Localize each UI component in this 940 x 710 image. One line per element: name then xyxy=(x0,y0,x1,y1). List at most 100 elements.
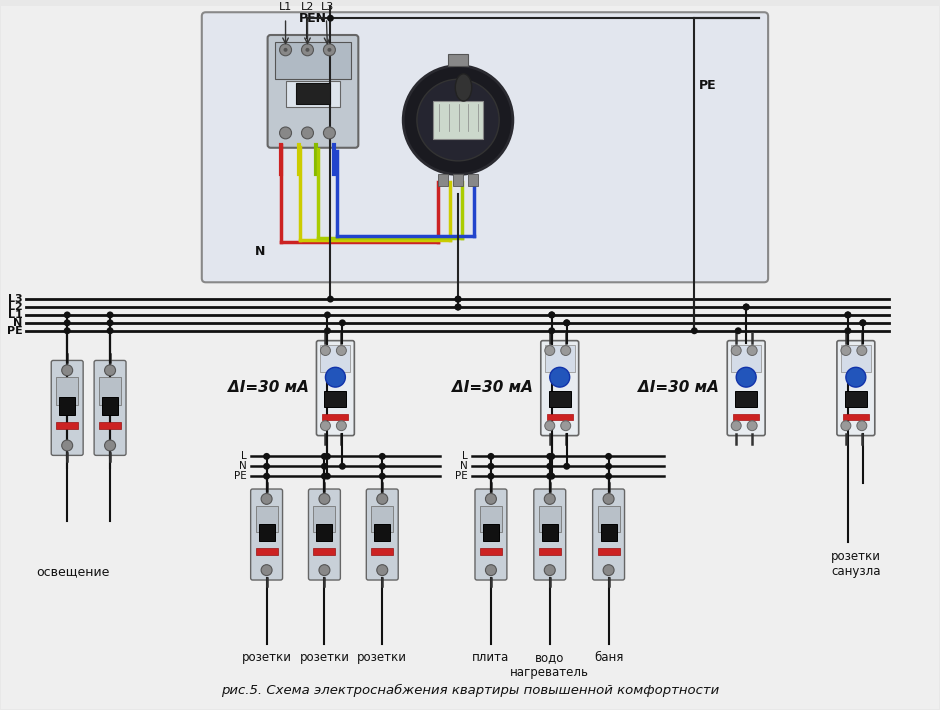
Circle shape xyxy=(64,312,70,318)
Circle shape xyxy=(325,367,345,387)
Bar xyxy=(845,391,867,408)
Text: PE: PE xyxy=(455,471,468,481)
Circle shape xyxy=(306,48,309,52)
Circle shape xyxy=(327,48,332,52)
Circle shape xyxy=(321,463,328,470)
Circle shape xyxy=(859,320,867,327)
Circle shape xyxy=(302,44,313,56)
FancyBboxPatch shape xyxy=(52,361,83,455)
Circle shape xyxy=(62,440,72,451)
Bar xyxy=(547,414,572,420)
Circle shape xyxy=(284,48,288,52)
Circle shape xyxy=(735,327,742,334)
Circle shape xyxy=(691,327,697,334)
Text: PE: PE xyxy=(234,471,246,481)
Bar xyxy=(731,344,761,372)
Circle shape xyxy=(379,473,385,480)
Bar xyxy=(433,101,483,139)
Circle shape xyxy=(321,453,328,460)
Circle shape xyxy=(455,304,462,310)
Circle shape xyxy=(261,564,272,576)
Bar xyxy=(539,547,561,555)
FancyBboxPatch shape xyxy=(367,489,399,580)
Bar xyxy=(539,506,561,532)
FancyBboxPatch shape xyxy=(592,489,624,580)
Circle shape xyxy=(323,127,336,139)
Circle shape xyxy=(379,463,385,470)
Bar xyxy=(480,547,502,555)
Circle shape xyxy=(563,320,571,327)
Circle shape xyxy=(859,320,867,327)
Circle shape xyxy=(279,127,291,139)
Circle shape xyxy=(106,312,114,318)
Circle shape xyxy=(417,80,499,161)
Circle shape xyxy=(605,463,612,470)
Circle shape xyxy=(319,493,330,504)
Circle shape xyxy=(488,463,494,470)
Text: ΔI=30 мА: ΔI=30 мА xyxy=(227,380,308,395)
Circle shape xyxy=(485,564,496,576)
Text: розетки: розетки xyxy=(300,651,350,665)
Circle shape xyxy=(605,453,612,460)
Circle shape xyxy=(731,421,742,431)
Circle shape xyxy=(548,327,556,334)
Circle shape xyxy=(327,295,334,302)
Circle shape xyxy=(337,421,346,431)
FancyBboxPatch shape xyxy=(728,341,765,436)
Circle shape xyxy=(488,473,494,480)
FancyBboxPatch shape xyxy=(540,341,579,436)
Circle shape xyxy=(104,365,116,376)
Bar xyxy=(598,547,619,555)
FancyBboxPatch shape xyxy=(475,489,507,580)
Bar xyxy=(549,391,571,408)
FancyBboxPatch shape xyxy=(251,489,283,580)
Bar xyxy=(256,506,277,532)
Circle shape xyxy=(561,346,571,356)
Circle shape xyxy=(261,493,272,504)
Circle shape xyxy=(324,312,331,318)
Circle shape xyxy=(605,473,612,480)
Text: N: N xyxy=(461,462,468,471)
Circle shape xyxy=(548,473,556,480)
Bar xyxy=(99,422,121,429)
Circle shape xyxy=(545,346,555,356)
Bar xyxy=(601,524,617,542)
Circle shape xyxy=(455,295,462,302)
Bar xyxy=(324,391,346,408)
Text: освещение: освещение xyxy=(37,565,110,578)
Circle shape xyxy=(743,304,750,310)
Circle shape xyxy=(844,312,852,318)
Circle shape xyxy=(546,463,554,470)
Circle shape xyxy=(302,127,313,139)
Bar xyxy=(371,506,393,532)
Text: L: L xyxy=(462,452,468,462)
Text: PE: PE xyxy=(7,326,23,336)
Circle shape xyxy=(561,421,571,431)
Text: N: N xyxy=(239,462,246,471)
Text: розетки
санузла: розетки санузла xyxy=(831,550,881,579)
Circle shape xyxy=(324,453,331,460)
Circle shape xyxy=(550,367,570,387)
FancyBboxPatch shape xyxy=(534,489,566,580)
Bar xyxy=(322,414,349,420)
Bar xyxy=(483,524,499,542)
Circle shape xyxy=(747,346,757,356)
Circle shape xyxy=(844,312,852,318)
Bar xyxy=(480,506,502,532)
Text: плита: плита xyxy=(472,651,509,665)
Bar xyxy=(541,524,557,542)
Text: L2: L2 xyxy=(8,302,23,312)
Circle shape xyxy=(841,421,851,431)
Text: водо
нагреватель: водо нагреватель xyxy=(510,651,589,679)
Circle shape xyxy=(545,421,555,431)
Bar xyxy=(313,547,336,555)
Circle shape xyxy=(279,44,291,56)
Circle shape xyxy=(263,453,270,460)
Circle shape xyxy=(323,44,336,56)
Circle shape xyxy=(548,312,556,318)
Bar xyxy=(321,344,351,372)
Circle shape xyxy=(379,453,385,460)
Text: рис.5. Схема электроснабжения квартиры повышенной комфортности: рис.5. Схема электроснабжения квартиры п… xyxy=(221,684,719,697)
Circle shape xyxy=(64,327,70,334)
Circle shape xyxy=(104,440,116,451)
